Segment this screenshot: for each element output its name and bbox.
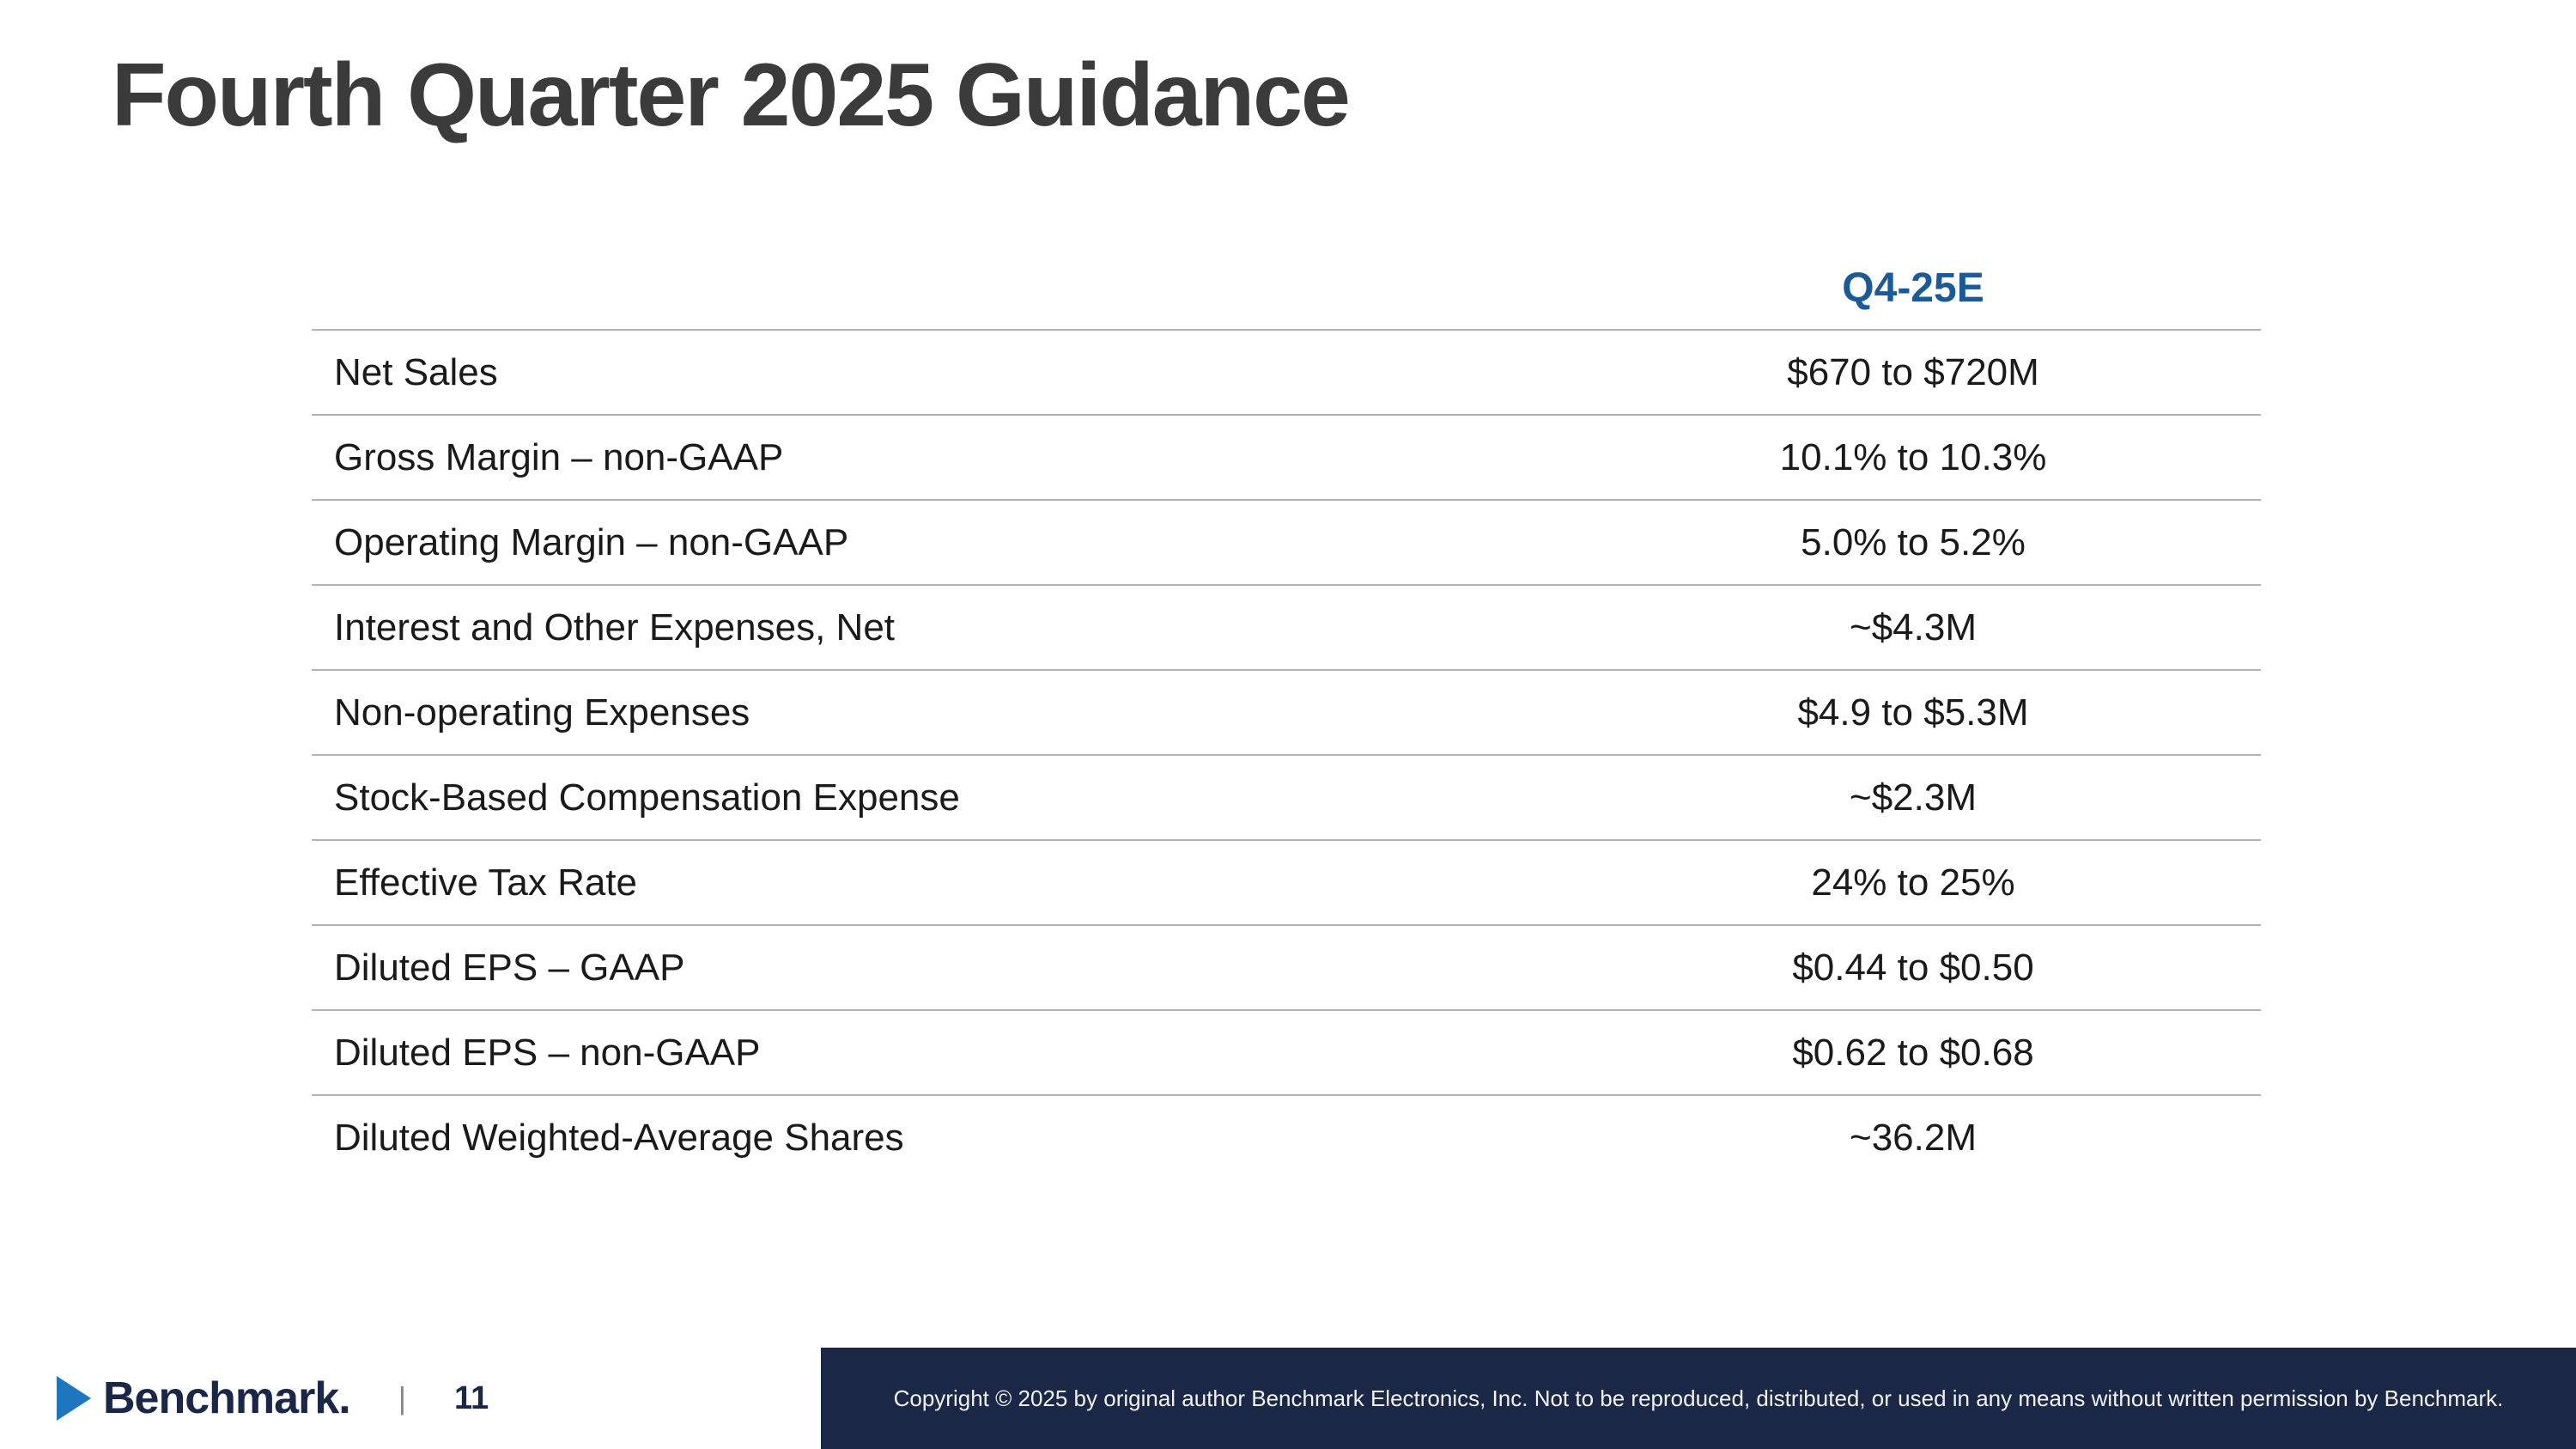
row-value: 24% to 25% (1811, 861, 2015, 904)
table-row: Net Sales $670 to $720M (312, 329, 2261, 414)
column-header-q4-25e: Q4-25E (1842, 265, 1984, 311)
footer-left: Benchmark. | 11 (0, 1348, 821, 1449)
table-row: Operating Margin – non-GAAP 5.0% to 5.2% (312, 499, 2261, 584)
row-value: ~36.2M (1850, 1116, 1977, 1159)
table-row: Non-operating Expenses $4.9 to $5.3M (312, 669, 2261, 754)
row-value: ~$2.3M (1850, 776, 1977, 819)
row-label: Net Sales (334, 350, 498, 393)
footer-bar: Copyright © 2025 by original author Benc… (821, 1348, 2576, 1449)
guidance-table: Q4-25E Net Sales $670 to $720M Gross Margi… (312, 265, 2261, 1179)
row-value: $0.62 to $0.68 (1792, 1031, 2034, 1074)
table-row: Effective Tax Rate 24% to 25% (312, 839, 2261, 924)
page-number: 11 (454, 1379, 489, 1416)
table-row: Diluted Weighted-Average Shares ~36.2M (312, 1094, 2261, 1179)
row-value: $4.9 to $5.3M (1797, 691, 2029, 734)
table-row: Diluted EPS – GAAP $0.44 to $0.50 (312, 924, 2261, 1009)
row-label: Diluted Weighted-Average Shares (334, 1116, 904, 1159)
copyright-text: Copyright © 2025 by original author Benc… (893, 1385, 2504, 1411)
table-row: Diluted EPS – non-GAAP $0.62 to $0.68 (312, 1009, 2261, 1094)
table-row: Interest and Other Expenses, Net ~$4.3M (312, 584, 2261, 669)
row-label: Diluted EPS – non-GAAP (334, 1031, 761, 1074)
row-value: $0.44 to $0.50 (1792, 946, 2034, 989)
row-value: $670 to $720M (1787, 350, 2039, 393)
row-label: Stock-Based Compensation Expense (334, 776, 960, 819)
row-label: Effective Tax Rate (334, 861, 638, 904)
row-label: Interest and Other Expenses, Net (334, 606, 896, 648)
footer: Benchmark. | 11 Copyright © 2025 by orig… (0, 1348, 2576, 1449)
benchmark-logo: Benchmark. (57, 1373, 351, 1424)
row-label: Diluted EPS – GAAP (334, 946, 685, 989)
table-body: Net Sales $670 to $720M Gross Margin – non… (312, 329, 2261, 1179)
row-label: Non-operating Expenses (334, 691, 750, 734)
logo-text: Benchmark. (103, 1373, 351, 1423)
page-title: Fourth Quarter 2025 Guidance (112, 46, 1351, 145)
row-value: ~$4.3M (1850, 606, 1977, 648)
row-label: Operating Margin – non-GAAP (334, 521, 849, 563)
table-row: Gross Margin – non-GAAP 10.1% to 10.3% (312, 414, 2261, 499)
row-value: 5.0% to 5.2% (1801, 521, 2026, 563)
table-row: Stock-Based Compensation Expense ~$2.3M (312, 754, 2261, 839)
row-value: 10.1% to 10.3% (1779, 435, 2047, 478)
row-label: Gross Margin – non-GAAP (334, 435, 784, 478)
footer-divider: | (398, 1380, 407, 1416)
logo-arrow-icon (57, 1376, 91, 1421)
table-header-row: Q4-25E (312, 265, 2261, 329)
